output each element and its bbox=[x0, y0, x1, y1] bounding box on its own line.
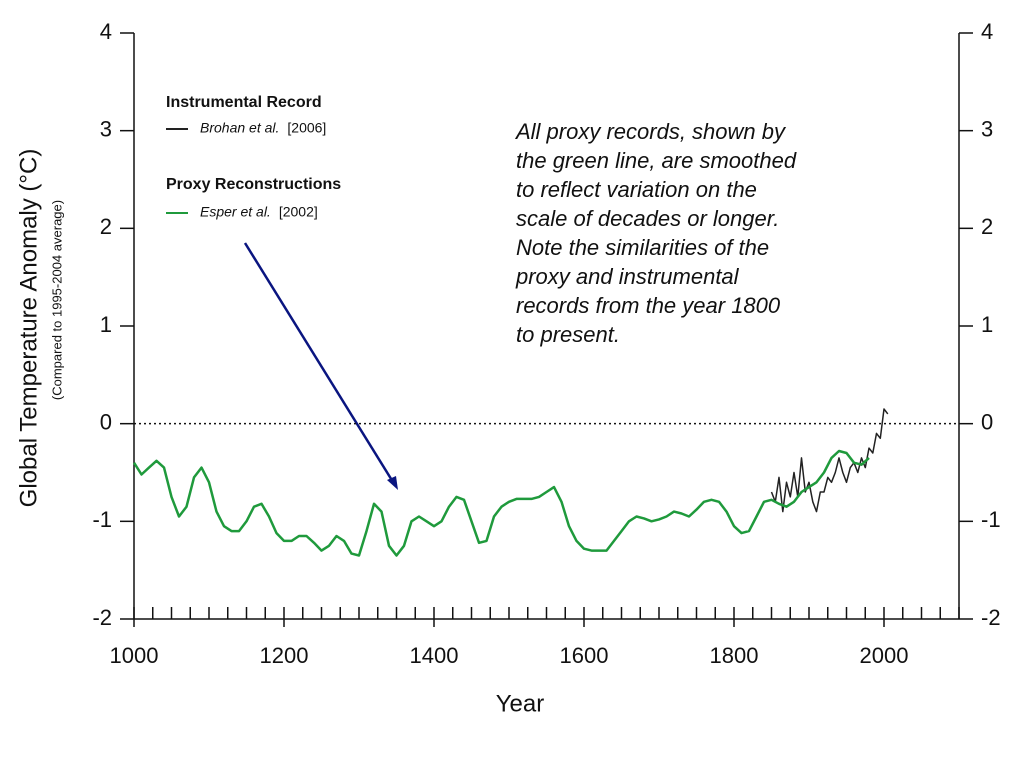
y-tick-label: 0 bbox=[100, 409, 112, 434]
x-axis-label: Year bbox=[496, 690, 545, 717]
legend-citation: [2006] bbox=[287, 120, 326, 136]
y-tick-label: 1 bbox=[100, 312, 112, 337]
y2-tick-label: 3 bbox=[981, 116, 993, 141]
y2-tick-label: 1 bbox=[981, 312, 993, 337]
annotation: Note the similarities of the bbox=[516, 235, 769, 260]
y2-tick-label: 4 bbox=[981, 19, 993, 44]
series-line bbox=[770, 408, 889, 513]
y-tick-label: 2 bbox=[100, 214, 112, 239]
legend-group-title: Proxy Reconstructions bbox=[166, 176, 341, 193]
y-axis-label: Global Temperature Anomaly (°C) bbox=[15, 149, 42, 508]
y-axis-note: (Compared to 1995-2004 average) bbox=[49, 200, 64, 400]
annotation: records from the year 1800 bbox=[516, 293, 781, 318]
y2-tick-label: 0 bbox=[981, 409, 993, 434]
annotation: scale of decades or longer. bbox=[516, 206, 779, 231]
legend-group-title: Instrumental Record bbox=[166, 94, 322, 111]
y-tick-label: 3 bbox=[100, 116, 112, 141]
annotation: All proxy records, shown by bbox=[514, 119, 787, 144]
series-line bbox=[132, 449, 870, 557]
x-tick-label: 1600 bbox=[560, 643, 609, 668]
y2-tick-label: 2 bbox=[981, 214, 993, 239]
x-tick-label: 1000 bbox=[110, 643, 159, 668]
legend-label: Esper et al. bbox=[200, 204, 271, 220]
arrow-head bbox=[387, 476, 398, 490]
arrow bbox=[243, 242, 395, 483]
x-tick-label: 1800 bbox=[710, 643, 759, 668]
annotation: the green line, are smoothed bbox=[516, 148, 797, 173]
y-tick-label: 4 bbox=[100, 19, 112, 44]
annotation: to reflect variation on the bbox=[516, 177, 757, 202]
y2-tick-label: -2 bbox=[981, 605, 1001, 630]
legend-citation: [2002] bbox=[279, 204, 318, 220]
x-tick-label: 1200 bbox=[260, 643, 309, 668]
x-tick-label: 2000 bbox=[860, 643, 909, 668]
x-tick-label: 1400 bbox=[410, 643, 459, 668]
y-tick-label: -1 bbox=[92, 507, 112, 532]
y2-tick-label: -1 bbox=[981, 507, 1001, 532]
annotation: proxy and instrumental bbox=[515, 264, 740, 289]
y-tick-label: -2 bbox=[92, 605, 112, 630]
annotation: to present. bbox=[516, 322, 620, 347]
legend-label: Brohan et al. bbox=[200, 120, 279, 136]
